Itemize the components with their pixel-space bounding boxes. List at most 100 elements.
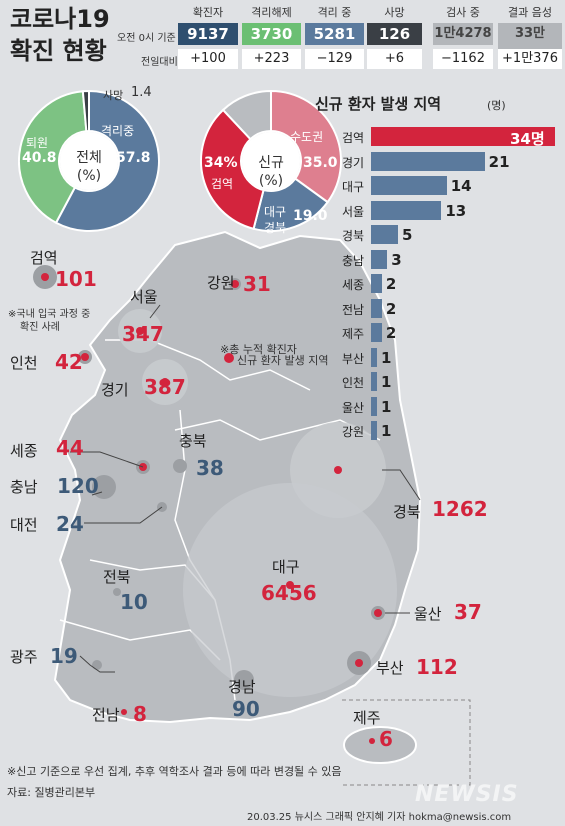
region-count: 38 (196, 456, 224, 480)
new-dot (355, 659, 363, 667)
region-count: 19 (50, 644, 78, 668)
pie-total-death-label: 사망 (103, 89, 124, 102)
region-name: 부산 (376, 659, 404, 677)
new-dot (231, 280, 239, 288)
bar-label: 검역 (342, 131, 365, 145)
region-name: 경북 (393, 503, 421, 521)
footnote: ※신고 기준으로 우선 집계, 추후 역학조사 결과 등에 따라 변경될 수 있… (7, 765, 342, 778)
header-col-delta: +1만376 (498, 49, 562, 69)
quarantine-note-1: ※국내 입국 과정 중 (8, 309, 91, 320)
bar-label: 부산 (342, 351, 365, 366)
region-name: 강원 (207, 274, 235, 292)
pie-total-recovered-label: 퇴원 (26, 136, 49, 150)
region-count: 6456 (261, 581, 317, 605)
bar-value: 21 (488, 152, 510, 171)
bar-label: 울산 (342, 400, 365, 415)
legend-cumulative: ※총 누적 확진자 (220, 343, 297, 356)
pie-hole (60, 132, 118, 190)
bar-value: 1 (381, 373, 392, 391)
bar (371, 274, 382, 293)
bar (371, 323, 382, 342)
header-col-value: 5281 (305, 23, 364, 45)
new-dot (121, 709, 127, 715)
leader-line (84, 506, 163, 524)
pie-new (200, 90, 342, 232)
region-count: 101 (55, 267, 97, 291)
header-col-label: 확진자 (192, 6, 224, 19)
region-name: 세종 (10, 442, 38, 460)
header-col-delta: +6 (367, 49, 422, 69)
new-dot (41, 273, 49, 281)
region-count: 31 (243, 272, 271, 296)
region-count: 112 (416, 655, 458, 679)
leader-line (382, 469, 421, 501)
bar-label: 충남 (342, 253, 365, 268)
region-count: 120 (57, 474, 99, 498)
pie-total-unit: (%) (76, 168, 102, 184)
pie-hole (242, 132, 300, 190)
legend-red-dot (224, 353, 234, 363)
pie-new-quarantine-value: 34% (204, 155, 238, 171)
pie-total-recovered-value: 40.8 (22, 150, 57, 166)
new-dot (374, 609, 382, 617)
pie-slice (270, 90, 342, 204)
bar-value: 34명 (510, 130, 545, 148)
header-col-label: 검사 중 (446, 6, 480, 19)
row1-label: 오전 0시 기준 (117, 33, 176, 44)
header-col-delta: +100 (178, 49, 238, 69)
region-name: 경남 (228, 678, 256, 696)
bar-label: 대구 (342, 180, 365, 194)
bar-value: 13 (445, 201, 467, 220)
bubble-chungbuk (173, 459, 187, 473)
header-col-label: 사망 (384, 6, 405, 19)
bar (371, 249, 388, 269)
region-name: 울산 (414, 605, 442, 623)
pie-new-capital-label: 수도권 (290, 130, 324, 144)
region-name: 인천 (10, 354, 38, 372)
header-col-label: 격리해제 (251, 6, 292, 19)
header-col-delta: −1162 (433, 49, 493, 69)
region-count: 24 (56, 512, 84, 536)
region-name: 경기 (101, 381, 129, 399)
header-col-value: 3730 (242, 23, 301, 45)
bar-label: 전남 (342, 302, 365, 317)
bar-chart-title: 신규 환자 발생 지역 (315, 95, 442, 113)
new-dot (161, 378, 169, 386)
leader-line (91, 491, 103, 496)
region-count: 347 (122, 322, 164, 346)
bar-chart-unit: (명) (487, 99, 506, 112)
leader-line (70, 451, 144, 468)
header-col-delta: +223 (242, 49, 301, 69)
new-dot (136, 327, 144, 335)
bar (371, 151, 485, 171)
region-count: 10 (120, 590, 148, 614)
bar (371, 372, 377, 391)
bar (371, 225, 399, 244)
bar (371, 421, 377, 440)
bubble-gyeongnam (234, 670, 254, 690)
new-dot (286, 581, 294, 589)
bar (371, 396, 377, 416)
pie-slice (18, 90, 88, 225)
bar (371, 176, 447, 195)
region-count: 44 (56, 436, 84, 460)
bar-label: 경북 (342, 229, 365, 243)
region-name: 서울 (130, 288, 158, 306)
new-dot (369, 738, 375, 744)
new-dot (81, 353, 89, 361)
pie-total-center: 전체 (76, 150, 102, 166)
bar-label: 서울 (342, 204, 365, 219)
region-name: 광주 (10, 648, 38, 666)
bar (371, 127, 555, 146)
pie-total-isolated-label: 격리중 (101, 124, 135, 138)
quarantine-note-2: 확진 사례 (20, 322, 60, 333)
region-count: 90 (232, 697, 260, 721)
pie-new-daegu-label2: 경북 (264, 221, 287, 235)
region-count: 387 (144, 375, 186, 399)
region-name: 충북 (179, 432, 207, 450)
bar-value: 2 (385, 275, 397, 293)
header-col-label: 격리 중 (317, 6, 352, 19)
bubble-gwangju (92, 660, 102, 670)
